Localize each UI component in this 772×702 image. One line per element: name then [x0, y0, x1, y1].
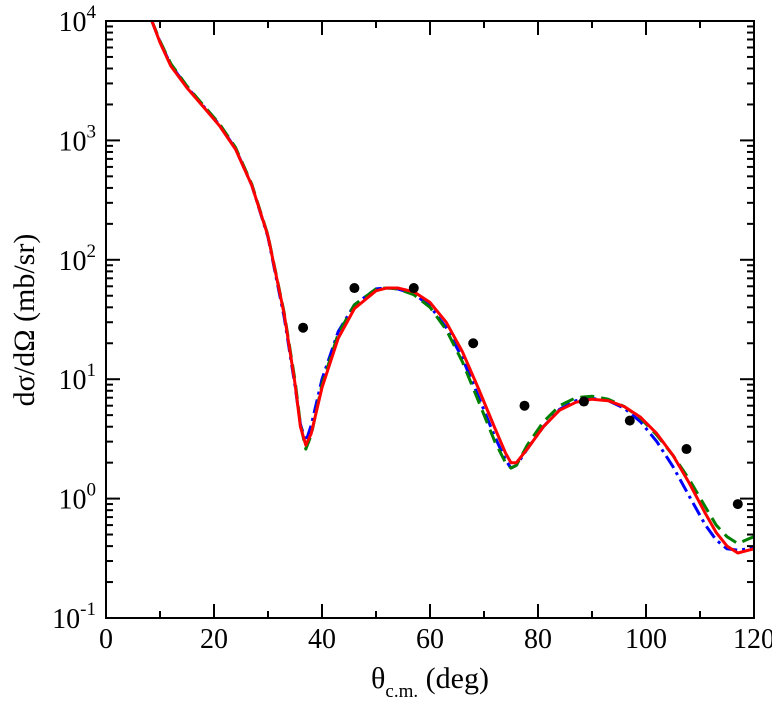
x-axis-title-subscript: c.m. — [385, 681, 418, 702]
x-tick-label: 120 — [733, 624, 772, 655]
y-axis: 10-1 100 101 102 103 104 — [52, 2, 754, 635]
data-point — [408, 283, 419, 294]
data-point — [681, 444, 692, 455]
data-point — [349, 283, 360, 294]
data-curves — [150, 21, 754, 555]
curve-dashed-line — [150, 21, 754, 546]
y-tick-label: 104 — [59, 2, 97, 38]
x-tick-label: 100 — [625, 624, 667, 655]
data-points — [298, 283, 743, 510]
x-axis-title-main: θ — [371, 662, 385, 695]
curve-dot-dash-line — [150, 21, 754, 552]
data-point — [624, 415, 635, 426]
data-point — [298, 322, 309, 333]
x-axis-title-rest: (deg) — [418, 662, 489, 695]
x-tick-label: 40 — [308, 624, 336, 655]
x-tick-label: 0 — [99, 624, 113, 655]
data-point — [732, 499, 743, 510]
curve-solid-line — [150, 21, 754, 555]
plot-frame — [105, 20, 755, 619]
y-tick-label: 101 — [59, 360, 97, 396]
y-tick-label: 100 — [59, 480, 97, 516]
y-axis-title: dσ/dΩ (mb/sr) — [8, 234, 41, 407]
x-axis-title: θc.m. (deg) — [371, 662, 489, 702]
data-point — [578, 396, 589, 407]
y-tick-label: 102 — [59, 241, 97, 277]
y-tick-label: 103 — [59, 121, 97, 157]
x-tick-label: 20 — [200, 624, 228, 655]
data-point — [519, 400, 530, 411]
x-axis: 0 20 40 60 80 100 120 — [99, 21, 772, 655]
x-tick-label: 60 — [416, 624, 444, 655]
y-tick-label: 10-1 — [52, 599, 96, 635]
x-tick-label: 80 — [524, 624, 552, 655]
data-point — [468, 338, 479, 349]
